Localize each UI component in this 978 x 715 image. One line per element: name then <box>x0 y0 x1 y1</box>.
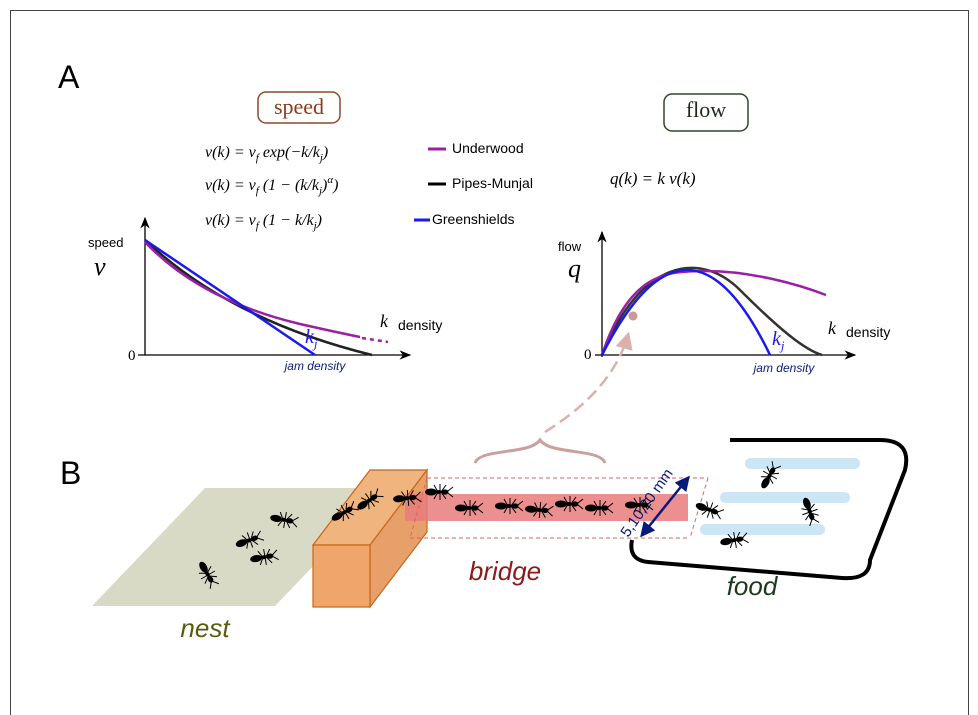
underwood-tail <box>361 336 389 344</box>
food-tray <box>629 438 909 581</box>
y-symbol: q <box>568 254 581 283</box>
food-label: food <box>727 571 779 601</box>
x-label: density <box>398 317 442 333</box>
block-front <box>312 544 371 608</box>
legend-label: Pipes-Munjal <box>452 175 533 191</box>
eq-sub: f <box>256 152 261 164</box>
x-label: density <box>846 324 890 340</box>
jam-label: jam density <box>752 361 816 375</box>
pipes-curve <box>144 239 373 357</box>
bridge-outline <box>409 477 709 539</box>
equations: v(k) = vf exp(−k/kj) v(k) = vf (1 − (k/k… <box>205 144 338 232</box>
pipes-curve <box>600 266 823 357</box>
eq-part: ) <box>332 177 338 194</box>
eq-part: v(k) = v <box>205 144 257 161</box>
eq-sub: j <box>312 220 317 232</box>
eq-part: v(k) = v <box>205 212 257 229</box>
shape <box>700 524 825 535</box>
shape <box>745 458 860 469</box>
equation: v(k) = vf exp(−k/kj) <box>205 144 328 164</box>
equation: v(k) = vf (1 − k/kj) <box>205 212 322 232</box>
eq-part: v(k) = v <box>205 177 257 194</box>
zoom-arrow <box>544 331 633 434</box>
eq-part: (1 − (k/k <box>259 177 320 194</box>
eq-sub: j <box>317 185 322 197</box>
legend-label: Greenshields <box>432 211 515 227</box>
x-symbol: k <box>828 318 837 338</box>
y-symbol: v <box>94 252 106 281</box>
nest-label: nest <box>180 613 231 643</box>
panel-label: B <box>60 455 81 491</box>
kj-k: k <box>305 326 315 348</box>
frame <box>10 10 969 715</box>
greenshields-curve <box>600 268 772 356</box>
kj: kj <box>772 328 785 353</box>
bridge-label: bridge <box>469 556 541 586</box>
flow-plot: flow q 0 kj k density jam density <box>558 230 890 375</box>
jam-label: jam density <box>283 359 347 373</box>
speed-box <box>257 91 341 124</box>
eq-part: ) <box>321 177 327 194</box>
speed-plot: speed v 0 kj k density jam density <box>88 216 442 373</box>
eq-sub: f <box>256 185 261 197</box>
ant <box>692 496 726 523</box>
zero: 0 <box>584 347 592 363</box>
eq-part: ) <box>316 212 322 229</box>
flow-equation: q(k) = k v(k) <box>610 169 696 188</box>
kj: kj <box>305 326 318 351</box>
shape <box>720 492 850 503</box>
legend-label: Underwood <box>452 140 524 156</box>
kj-j: j <box>779 338 785 353</box>
flow-box-label: flow <box>686 97 726 122</box>
flow-box <box>663 93 749 132</box>
kj-j: j <box>312 336 318 351</box>
equation: v(k) = vf (1 − (k/kj)α) <box>205 174 338 197</box>
eq-part: ) <box>322 144 328 161</box>
eq-sub: j <box>318 152 323 164</box>
eq-part: exp(−k/k <box>259 144 321 161</box>
speed-box-label: speed <box>274 94 324 119</box>
width-arrow <box>640 475 690 538</box>
eq-sup: α <box>327 174 333 186</box>
panel-label: A <box>58 59 80 95</box>
brace <box>473 437 607 464</box>
underwood-curve <box>144 241 361 339</box>
zero: 0 <box>128 348 136 364</box>
greenshields-line <box>144 238 316 357</box>
y-label: speed <box>88 235 123 250</box>
point <box>628 311 638 321</box>
y-label: flow <box>558 239 582 254</box>
nest-area <box>92 488 388 606</box>
kj-k: k <box>772 328 782 350</box>
x-symbol: k <box>380 311 389 331</box>
eq-part: (1 − k/k <box>259 212 315 229</box>
food-stripes <box>700 458 860 535</box>
eq-sub: f <box>256 220 261 232</box>
